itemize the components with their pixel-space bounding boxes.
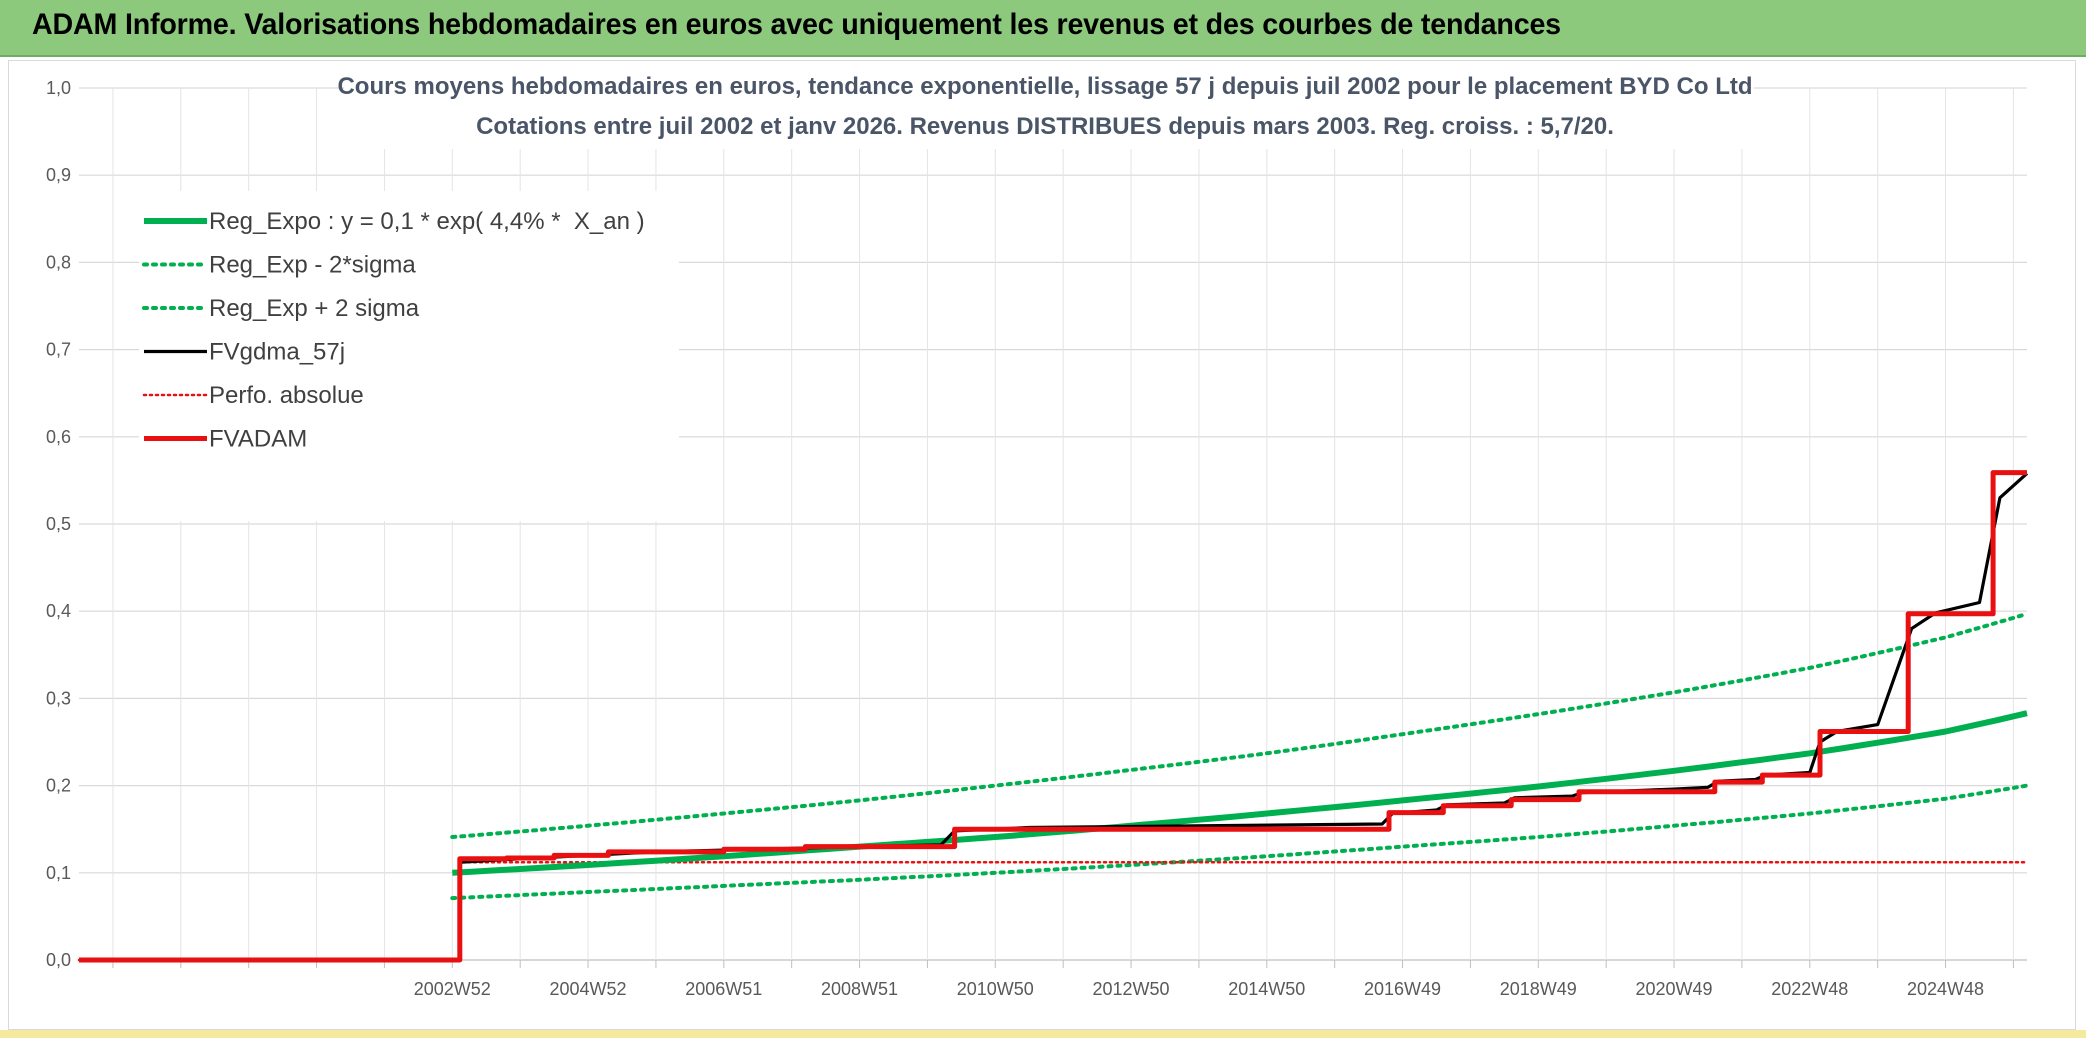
frame-accent-bottom xyxy=(0,1030,2086,1038)
x-tick-label: 2010W50 xyxy=(957,979,1034,999)
x-tick-label: 2020W49 xyxy=(1636,979,1713,999)
x-tick-label: 2024W48 xyxy=(1907,979,1984,999)
y-tick-label: 0,6 xyxy=(46,427,71,447)
legend-label: Reg_Exp - 2*sigma xyxy=(209,252,416,279)
x-tick-label: 2018W49 xyxy=(1500,979,1577,999)
chart-title: Cours moyens hebdomadaires en euros, ten… xyxy=(337,61,1754,149)
legend-label: Perfo. absolue xyxy=(209,382,364,409)
y-tick-label: 1,0 xyxy=(46,78,71,98)
y-tick-label: 0,8 xyxy=(46,252,71,272)
y-tick-label: 0,3 xyxy=(46,688,71,708)
x-tick-label: 2012W50 xyxy=(1093,979,1170,999)
legend-label: Reg_Expo : y = 0,1 * exp( 4,4% * X_an ) xyxy=(209,208,645,235)
x-tick-label: 2014W50 xyxy=(1228,979,1305,999)
series-line-reg-expo-y-0-1-exp-4-4-x-an xyxy=(452,710,2028,876)
y-tick-label: 0,4 xyxy=(46,601,71,621)
x-tick-label: 2022W48 xyxy=(1771,979,1848,999)
y-tick-label: 0,1 xyxy=(46,863,71,883)
x-tick-label: 2006W51 xyxy=(685,979,762,999)
series-line-fvadam xyxy=(79,470,2027,963)
y-tick-label: 0,0 xyxy=(46,950,71,970)
chart-title-line: Cotations entre juil 2002 et janv 2026. … xyxy=(476,113,1614,140)
y-axis-ticks: 0,0 0,1 0,2 0,3 0,4 0,5 0,6 0,7 0,8 0,9 1,0 xyxy=(46,78,71,970)
chart-legend: Reg_Expo : y = 0,1 * exp( 4,4% * X_an ) R… xyxy=(139,191,679,521)
legend-label: Reg_Exp + 2 sigma xyxy=(209,295,420,322)
x-tick-label: 2016W49 xyxy=(1364,979,1441,999)
chart-title-line: Cours moyens hebdomadaires en euros, ten… xyxy=(337,73,1752,100)
series-line-fvgdma-57j xyxy=(79,472,2029,962)
series-line-reg-exp-2-sigma xyxy=(450,783,2029,901)
legend-background xyxy=(139,191,679,521)
x-tick-label: 2002W52 xyxy=(414,979,491,999)
legend-label: FVADAM xyxy=(209,426,307,453)
y-tick-label: 0,9 xyxy=(46,165,71,185)
series-line-perfo-absolue xyxy=(77,861,2029,962)
series-line-reg-exp-2-sigma xyxy=(450,611,2029,839)
chart-area: 0,0 0,1 0,2 0,3 0,4 0,5 0,6 0,7 0,8 0,9 1,0 2002W5… xyxy=(8,60,2076,1030)
y-tick-label: 0,7 xyxy=(46,340,71,360)
x-tick-label: 2004W52 xyxy=(550,979,627,999)
chart-series xyxy=(77,470,2029,963)
x-tick-label: 2008W51 xyxy=(821,979,898,999)
page-header: ADAM Informe. Valorisations hebdomadaire… xyxy=(0,0,2086,57)
legend-label: FVgdma_57j xyxy=(209,339,345,366)
chart-canvas: 0,0 0,1 0,2 0,3 0,4 0,5 0,6 0,7 0,8 0,9 1,0 2002W5… xyxy=(46,61,2029,999)
y-tick-label: 0,5 xyxy=(46,514,71,534)
y-tick-label: 0,2 xyxy=(46,776,71,796)
x-axis-ticks: 2002W52 2004W52 2006W51 2008W51 2010W50 2012W… xyxy=(414,979,1984,999)
page-title: ADAM Informe. Valorisations hebdomadaire… xyxy=(32,8,1561,41)
chart-title-background xyxy=(344,61,1754,149)
